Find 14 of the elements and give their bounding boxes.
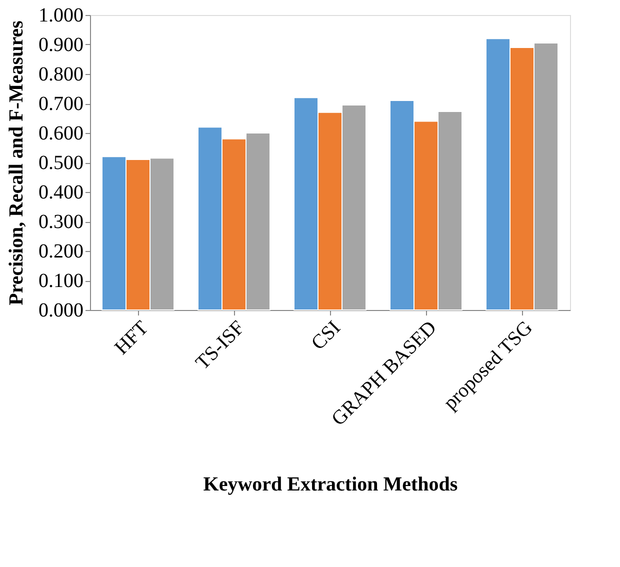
y-axis-title: Precision, Recall and F-Measures — [6, 20, 28, 306]
y-tick-label: 0.000 — [38, 300, 84, 322]
y-tick-label: 0.300 — [38, 211, 84, 233]
y-tick-label: 0.900 — [38, 34, 84, 56]
x-axis-title: Keyword Extraction Methods — [203, 473, 458, 496]
y-tick-label: 0.600 — [38, 122, 84, 144]
y-tick-label: 0.700 — [38, 93, 84, 115]
y-tick-label: 0.400 — [38, 182, 84, 204]
y-tick-label: 0.500 — [38, 152, 84, 174]
y-tick-label: 0.200 — [38, 240, 84, 262]
y-tick-label: 1.000 — [38, 4, 84, 26]
x-tick-label: CSI — [307, 316, 345, 354]
y-tick-label: 0.100 — [38, 270, 84, 292]
y-tick-label: 0.800 — [38, 64, 84, 86]
